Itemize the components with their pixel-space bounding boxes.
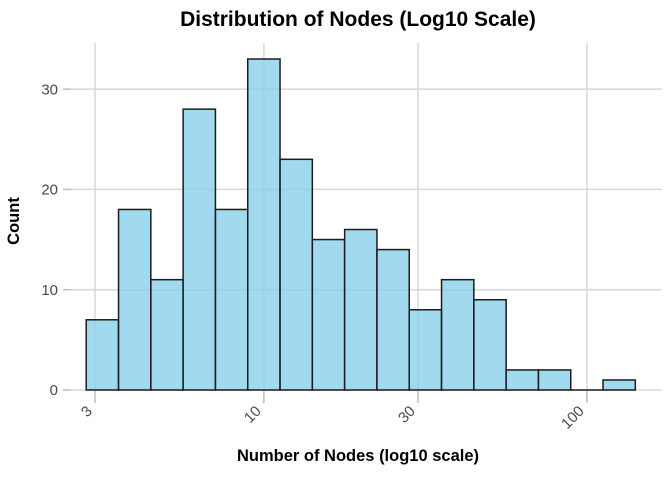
histogram-bar [505, 369, 540, 391]
histogram-bar [279, 158, 314, 391]
histogram-bar [473, 298, 507, 391]
histogram-bar [343, 228, 378, 391]
histogram-bar [117, 208, 152, 391]
histogram-bar [376, 248, 410, 391]
y-tick-label: 0 [50, 382, 58, 399]
histogram-bar [440, 278, 475, 391]
x-tick-label: 30 [395, 403, 419, 427]
histogram-bar [182, 108, 217, 391]
histogram-bar [537, 369, 572, 391]
x-axis-title: Number of Nodes (log10 scale) [236, 447, 480, 465]
histogram-bar [150, 278, 184, 391]
histogram-bar [246, 58, 281, 391]
histogram-bar [214, 208, 249, 391]
y-tick-label: 10 [41, 282, 58, 299]
x-tick-label: 100 [558, 403, 588, 433]
histogram-bar [85, 319, 120, 391]
histogram-bar [408, 309, 443, 391]
chart-title: Distribution of Nodes (Log10 Scale) [180, 8, 536, 31]
histogram-bar [311, 238, 346, 391]
y-tick-label: 30 [41, 81, 58, 98]
x-tick-label: 10 [241, 403, 265, 427]
y-tick-label: 20 [41, 182, 58, 199]
y-axis-title: Count [5, 197, 23, 245]
x-tick-label: 3 [78, 403, 96, 421]
histogram-bar [602, 379, 637, 391]
